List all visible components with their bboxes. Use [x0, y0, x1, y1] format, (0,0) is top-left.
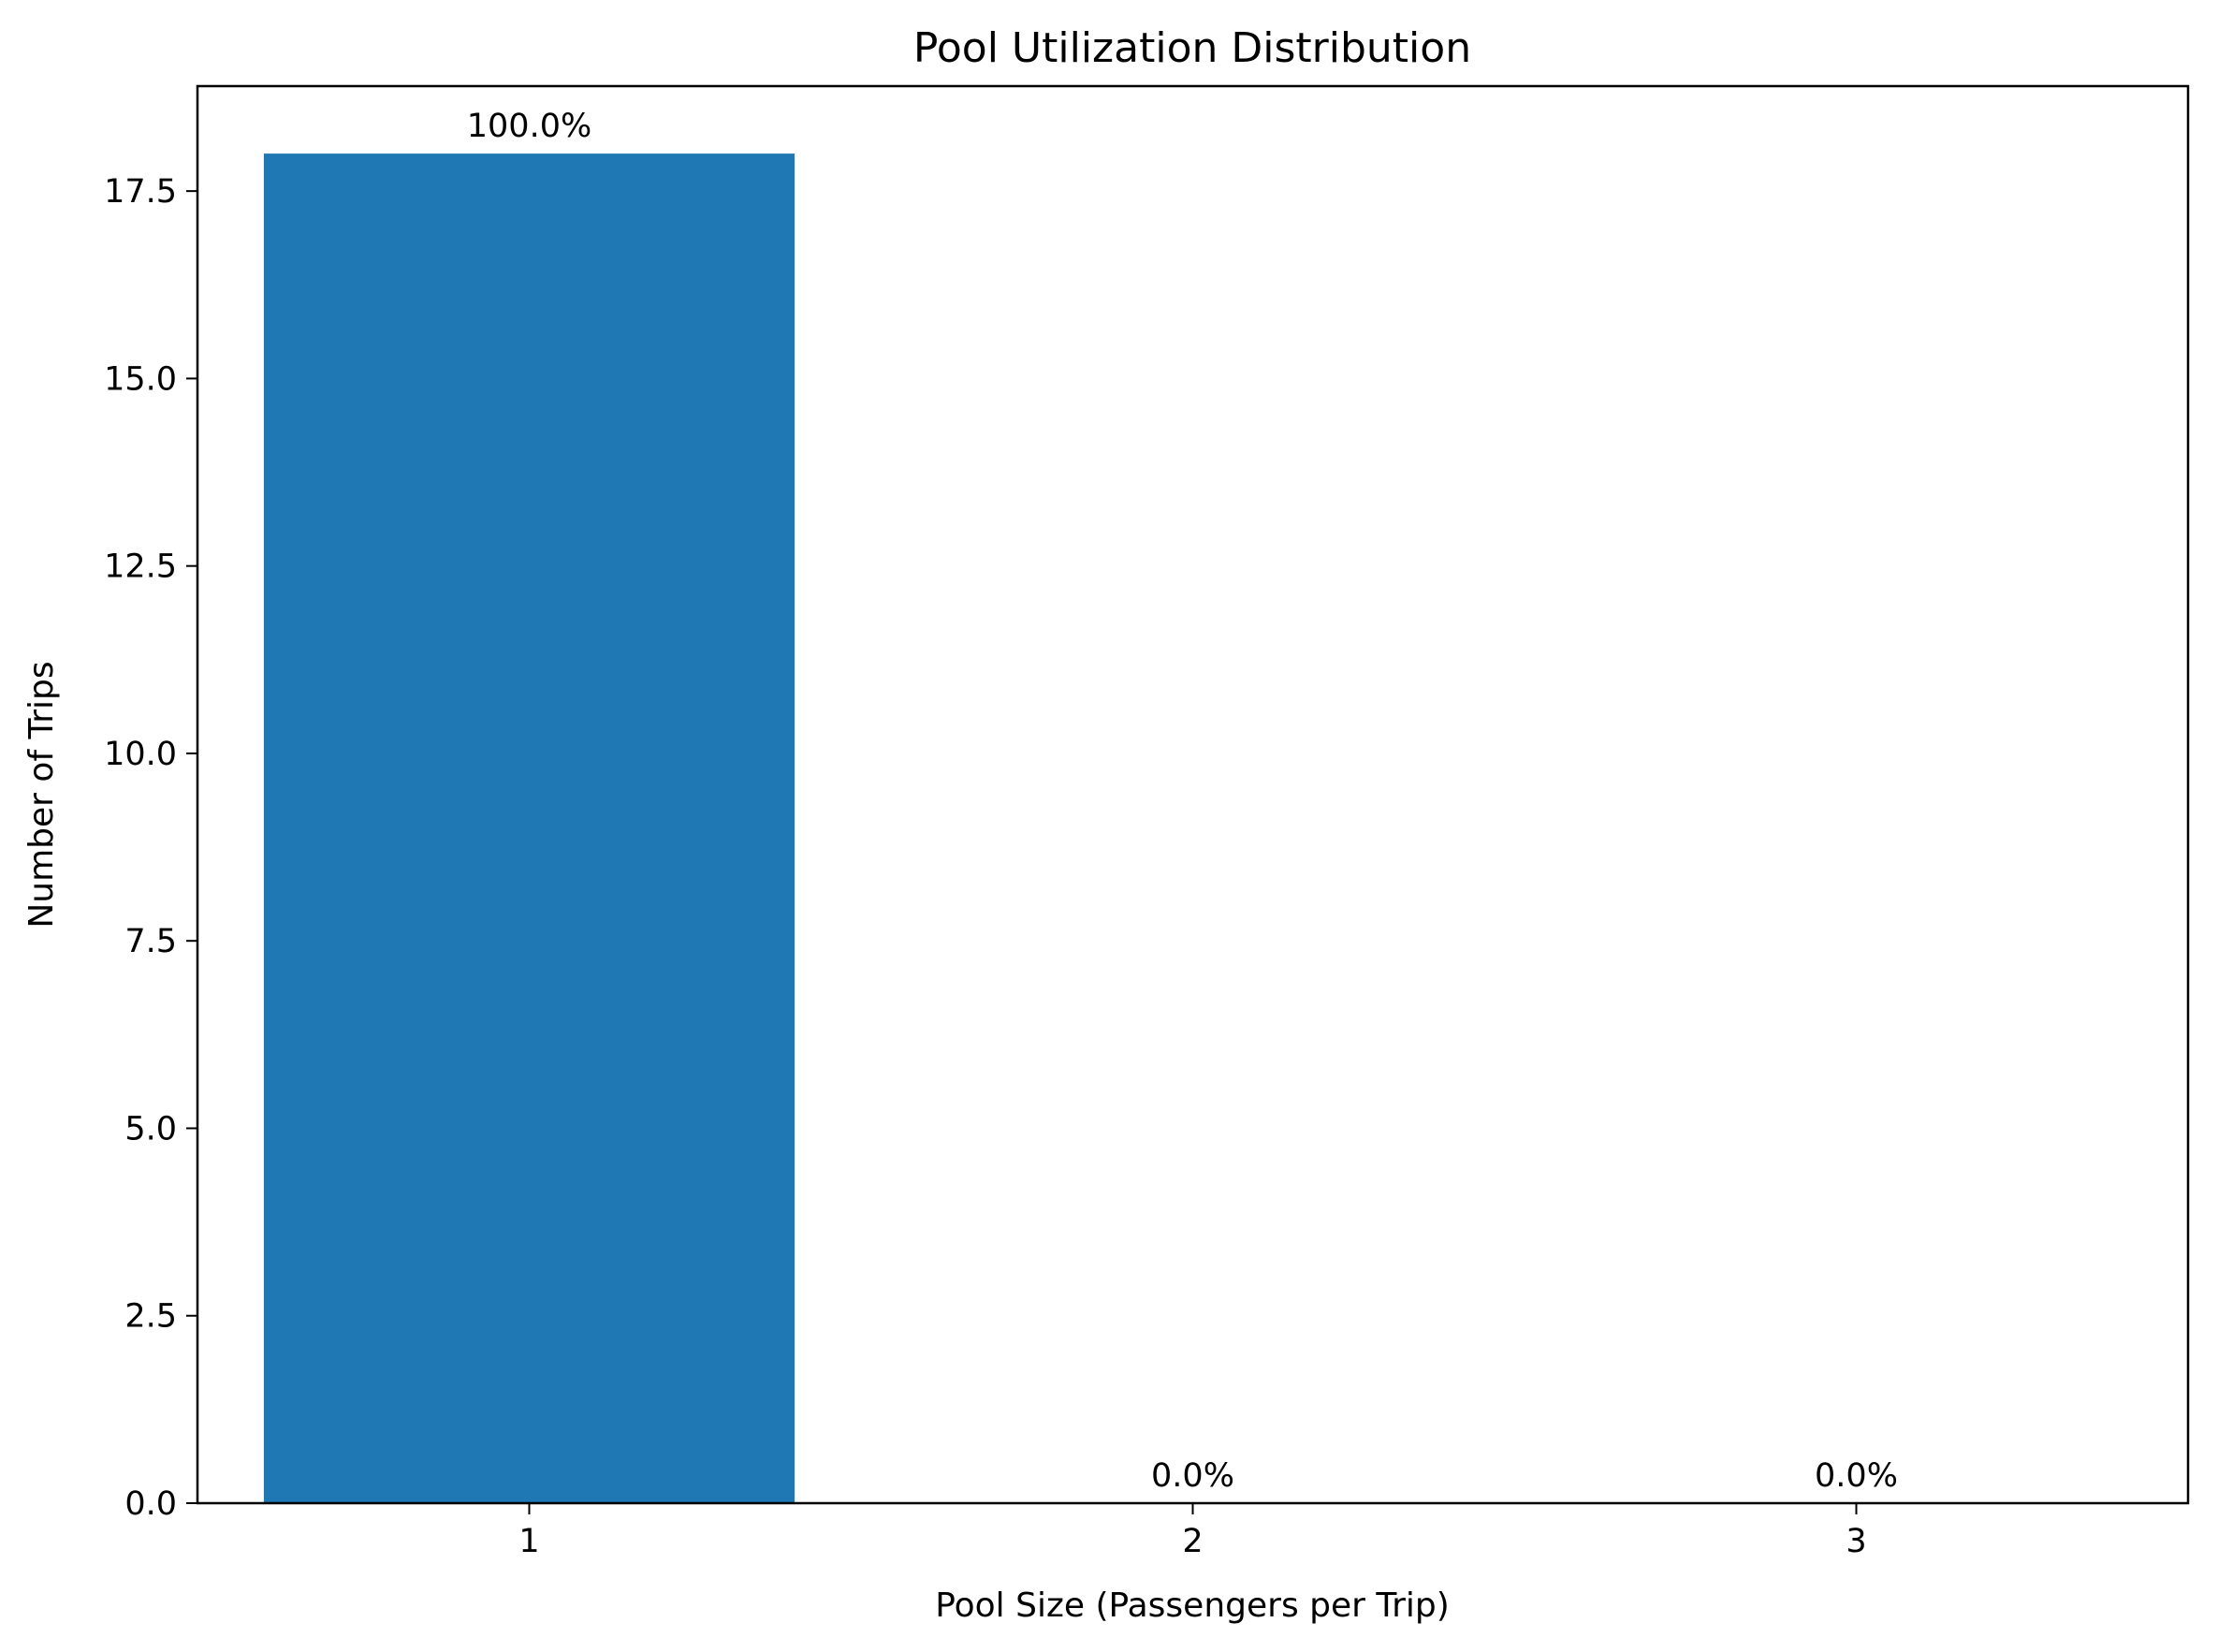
y-tick-label-6: 15.0: [104, 360, 177, 398]
y-tick-label-7: 17.5: [104, 173, 177, 211]
x-axis-label: Pool Size (Passengers per Trip): [935, 1586, 1450, 1625]
y-tick-label-4: 10.0: [104, 736, 177, 773]
x-tick-label-2: 2: [1182, 1523, 1203, 1560]
x-tick-label-1: 1: [518, 1523, 539, 1560]
data-label-3: 0.0%: [1815, 1457, 1898, 1495]
y-tick-label-2: 5.0: [124, 1110, 177, 1148]
y-tick-label-1: 2.5: [124, 1298, 177, 1336]
y-tick-label-3: 7.5: [124, 923, 177, 960]
data-label-1: 100.0%: [467, 108, 591, 145]
bars-group: [263, 154, 795, 1504]
chart-title: Pool Utilization Distribution: [913, 24, 1471, 72]
y-tick-label-0: 0.0: [124, 1485, 177, 1523]
y-axis-label: Number of Trips: [22, 661, 61, 928]
data-labels-group: 100.0% 0.0% 0.0%: [467, 108, 1898, 1495]
y-tick-label-5: 12.5: [104, 548, 177, 586]
x-tick-label-3: 3: [1846, 1523, 1866, 1560]
y-axis-ticks: 0.0 2.5 5.0 7.5 10.0 12.5 15.0 17.5: [104, 173, 197, 1523]
bar-1: [263, 154, 795, 1504]
x-axis-ticks: 1 2 3: [518, 1503, 1867, 1560]
data-label-2: 0.0%: [1151, 1457, 1234, 1495]
